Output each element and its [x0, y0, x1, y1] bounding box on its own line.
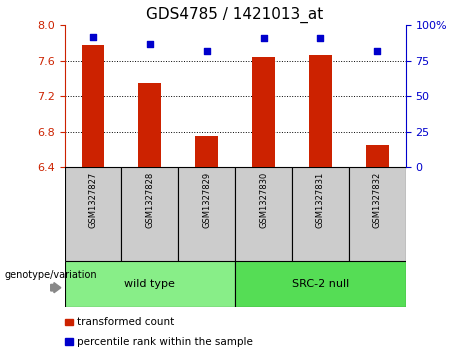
- Text: GSM1327830: GSM1327830: [259, 172, 268, 228]
- Bar: [309, 54, 332, 167]
- Bar: [65, 167, 121, 261]
- Point: [89, 34, 97, 40]
- Bar: [292, 167, 349, 261]
- Bar: [349, 167, 406, 261]
- Bar: [178, 167, 235, 261]
- Text: GSM1327828: GSM1327828: [145, 172, 154, 228]
- Point: [317, 35, 324, 41]
- Bar: [121, 167, 178, 261]
- Text: percentile rank within the sample: percentile rank within the sample: [77, 337, 254, 347]
- Text: GSM1327827: GSM1327827: [89, 172, 97, 228]
- Point: [373, 48, 381, 54]
- Point: [203, 48, 210, 54]
- Text: GSM1327831: GSM1327831: [316, 172, 325, 228]
- Text: wild type: wild type: [124, 279, 175, 289]
- Bar: [366, 145, 389, 167]
- Bar: [65, 261, 235, 307]
- Text: transformed count: transformed count: [77, 317, 175, 327]
- Text: SRC-2 null: SRC-2 null: [292, 279, 349, 289]
- Text: GSM1327829: GSM1327829: [202, 172, 211, 228]
- Text: GSM1327832: GSM1327832: [373, 172, 382, 228]
- Text: genotype/variation: genotype/variation: [5, 270, 97, 280]
- Bar: [252, 57, 275, 167]
- Point: [146, 41, 154, 47]
- Bar: [235, 261, 406, 307]
- Bar: [138, 83, 161, 167]
- Point: [260, 35, 267, 41]
- Title: GDS4785 / 1421013_at: GDS4785 / 1421013_at: [147, 7, 324, 23]
- Bar: [235, 167, 292, 261]
- Bar: [195, 136, 218, 167]
- Bar: [82, 45, 104, 167]
